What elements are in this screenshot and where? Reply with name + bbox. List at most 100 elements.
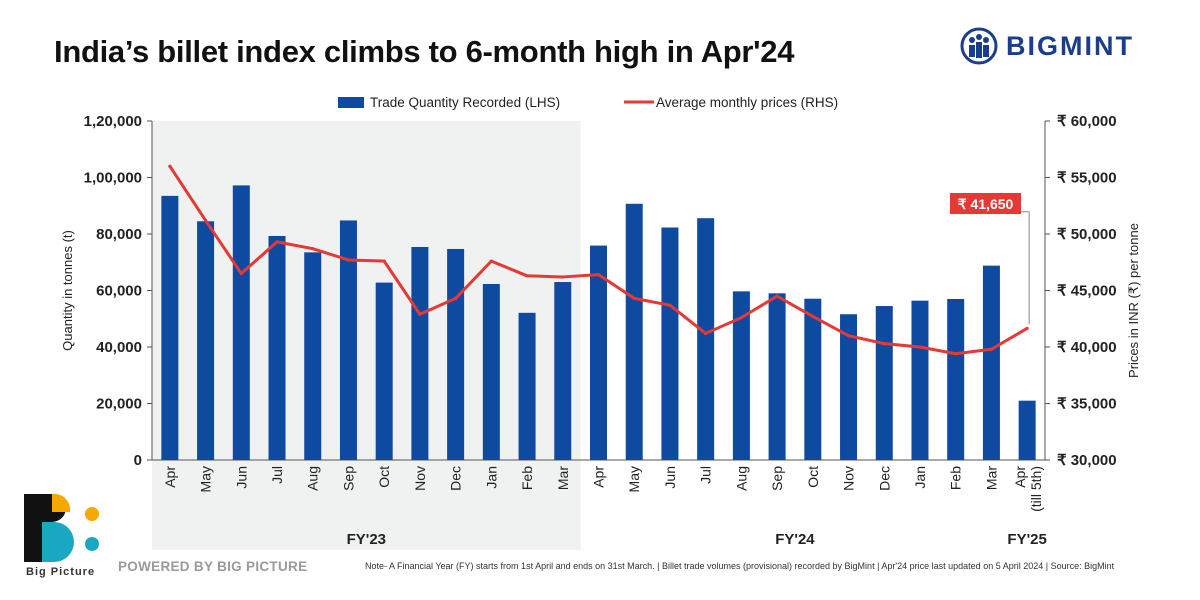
bar <box>197 221 215 460</box>
legend-swatch-bars <box>338 97 364 108</box>
x-tick-label: Apr <box>162 466 178 488</box>
x-tick-label: Jul <box>698 466 714 484</box>
x-tick-label: Feb <box>519 466 535 490</box>
bar <box>875 306 893 460</box>
bar <box>1018 400 1036 460</box>
bar <box>982 265 1000 460</box>
footnote: Note- A Financial Year (FY) starts from … <box>365 561 1115 571</box>
fiscal-year-label: FY'24 <box>775 531 815 548</box>
bar <box>911 300 929 460</box>
x-tick-label: Dec <box>876 466 892 491</box>
callout-box <box>950 193 1021 214</box>
left-tick-label: 60,000 <box>96 283 142 300</box>
x-tick-label: Mar <box>983 466 999 490</box>
bar <box>375 282 393 460</box>
bar <box>268 235 286 460</box>
price-point <box>632 296 636 301</box>
x-tick-label: May <box>626 466 642 492</box>
price-point <box>275 240 279 244</box>
bar <box>411 246 429 460</box>
chart-title: India’s billet index climbs to 6-month h… <box>54 34 795 69</box>
x-tick-label: Nov <box>841 466 857 491</box>
big-picture-logo-icon <box>24 493 99 562</box>
bar <box>661 227 679 460</box>
callout-label: ₹ 41,650 <box>958 196 1014 212</box>
bar <box>447 248 465 460</box>
x-tick-label: Apr <box>1012 466 1028 488</box>
brand-name: BIGMINT <box>1006 30 1134 61</box>
left-tick-label: 1,20,000 <box>84 113 142 130</box>
x-tick-label: Oct <box>805 466 821 488</box>
right-tick-label: ₹ 50,000 <box>1057 226 1117 243</box>
price-point <box>418 312 422 316</box>
left-tick-label: 80,000 <box>96 226 142 243</box>
bar <box>804 298 822 460</box>
bar <box>590 245 607 460</box>
x-tick-label: Jun <box>662 466 678 489</box>
price-point <box>454 296 458 301</box>
right-tick-label: ₹ 60,000 <box>1057 113 1117 130</box>
price-point <box>918 345 922 349</box>
x-tick-label: Nov <box>412 466 428 491</box>
callout-leader <box>1019 211 1030 325</box>
price-point <box>704 331 708 336</box>
right-tick-label: ₹ 45,000 <box>1057 283 1117 300</box>
price-point <box>346 258 351 262</box>
x-tick-label: Mar <box>555 466 571 490</box>
bar <box>554 282 572 460</box>
fiscal-year-label: FY'25 <box>1007 531 1046 548</box>
x-tick-label: Dec <box>448 466 464 491</box>
price-point <box>954 352 958 356</box>
x-tick-label: (till 5th) <box>1028 466 1044 512</box>
price-point <box>168 164 172 168</box>
price-point <box>489 259 493 263</box>
legend-label-bars: Trade Quantity Recorded (LHS) <box>370 95 560 110</box>
right-tick-label: ₹ 30,000 <box>1057 452 1117 469</box>
price-point <box>561 275 565 279</box>
price-point <box>525 274 529 278</box>
x-tick-label: Feb <box>948 466 964 490</box>
right-tick-label: ₹ 55,000 <box>1057 170 1117 187</box>
bar <box>161 195 179 461</box>
x-tick-label: Apr <box>591 466 607 488</box>
price-point <box>739 316 743 320</box>
left-tick-label: 40,000 <box>96 339 142 356</box>
bar <box>518 312 536 460</box>
right-tick-label: ₹ 40,000 <box>1057 339 1117 356</box>
bar <box>840 314 858 460</box>
bar <box>732 291 750 460</box>
price-point <box>811 314 815 319</box>
x-tick-label: Sep <box>340 466 356 491</box>
price-point <box>203 218 208 223</box>
powered-by: POWERED BY BIG PICTURE <box>118 559 308 574</box>
fiscal-year-label: FY'23 <box>347 531 386 548</box>
bar <box>768 293 786 460</box>
x-tick-label: May <box>198 466 214 492</box>
left-tick-label: 1,00,000 <box>84 170 142 187</box>
price-point <box>382 259 386 263</box>
fy23-shade <box>152 121 581 550</box>
bar <box>232 185 250 460</box>
price-point <box>989 347 994 351</box>
bigmint-logo: BIGMINT <box>960 26 1134 66</box>
price-point <box>1025 326 1029 330</box>
x-tick-label: Jan <box>483 466 499 489</box>
price-point <box>775 294 779 298</box>
right-tick-label: ₹ 35,000 <box>1057 396 1117 413</box>
bigmint-emblem-icon <box>960 27 998 65</box>
bar <box>625 203 643 460</box>
x-tick-label: Jan <box>912 466 928 489</box>
x-tick-label: Oct <box>376 466 392 488</box>
bar <box>482 284 500 460</box>
x-tick-label: Jul <box>269 466 285 484</box>
price-point <box>239 271 243 276</box>
x-tick-label: Jun <box>233 466 249 489</box>
price-point <box>882 342 886 346</box>
big-picture-label: Big Picture <box>26 566 96 578</box>
price-point <box>846 334 851 338</box>
price-point <box>596 273 601 277</box>
x-tick-label: Aug <box>733 466 749 491</box>
legend-label-line: Average monthly prices (RHS) <box>656 95 838 110</box>
price-point <box>311 247 315 251</box>
